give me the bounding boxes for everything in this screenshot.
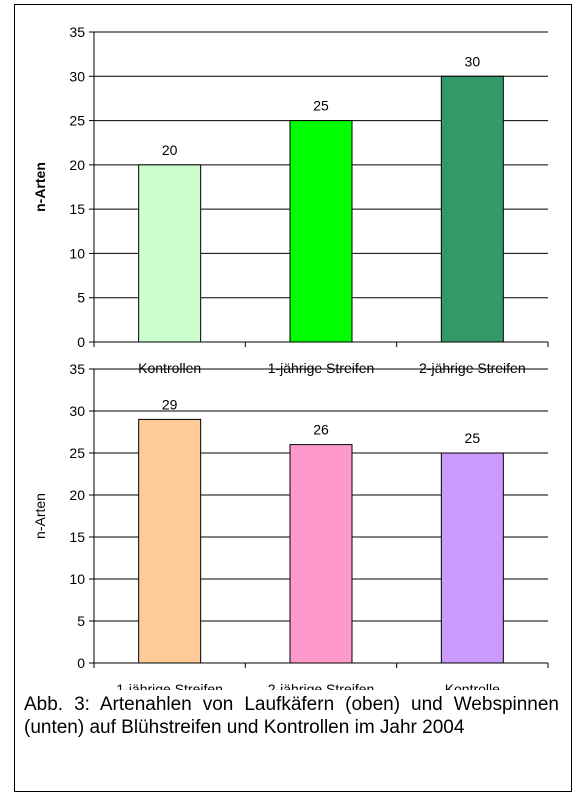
chart-laufkaefer: 0 5 10 15 20 25 30 35 20 Kontrollen 25 1-jährige St… [32,24,549,376]
y-tick-label: 10 [69,571,85,587]
y-tick-label: 15 [69,201,85,217]
category-label: Kontrollen [138,360,201,376]
figure-charts: 0 5 10 15 20 25 30 35 20 Kontrollen 25 1-jährige St… [32,24,549,690]
y-tick-label: 35 [69,24,85,40]
category-label: 1-jährige Streifen [116,681,223,690]
bar-value-label: 30 [465,53,481,69]
y-tick-label: 30 [69,68,85,84]
figure-caption: Abb. 3: Artenahlen von Laufkäfern (oben)… [24,694,559,738]
y-axis-title: n-Arten [32,493,48,539]
bar [289,120,353,343]
bar-value-label: 25 [313,98,329,114]
bar [138,418,202,664]
y-tick-label: 5 [77,290,85,306]
y-tick-label: 25 [69,445,85,461]
category-label: Kontrolle [445,681,500,690]
y-tick-label: 0 [77,655,85,671]
y-tick-label: 30 [69,403,85,419]
category-label: 1-jährige Streifen [268,360,375,376]
bar-value-label: 25 [465,430,481,446]
bar-value-label: 20 [162,142,178,158]
chart-webspinnen: 0 5 10 15 20 25 30 35 29 1-jährige Streifen 26 2-jä… [32,361,549,690]
bar [289,444,353,664]
bar [440,75,504,343]
category-label: 2-jährige Streifen [268,681,375,690]
bar [138,164,202,343]
bar [440,452,504,664]
bar-value-label: 29 [162,396,178,412]
y-tick-label: 15 [69,529,85,545]
y-tick-label: 10 [69,245,85,261]
y-tick-label: 20 [69,157,85,173]
y-tick-label: 5 [77,613,85,629]
figure-frame [14,4,572,792]
y-tick-label: 0 [77,334,85,350]
y-tick-label: 25 [69,113,85,129]
y-axis-title: n-Arten [32,162,48,212]
y-tick-label: 35 [69,361,85,377]
y-tick-label: 20 [69,487,85,503]
category-label: 2-jährige Streifen [419,360,526,376]
bar-value-label: 26 [313,422,329,438]
